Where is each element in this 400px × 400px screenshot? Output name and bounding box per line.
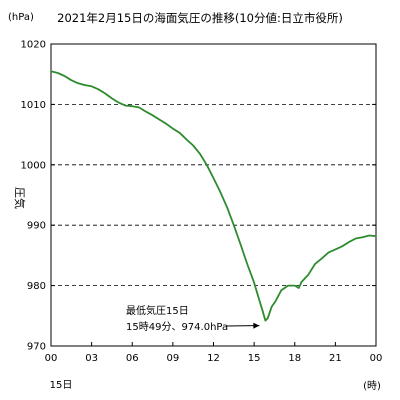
x-tick-label: 06 [126, 353, 139, 364]
x-tick-label: 21 [329, 353, 342, 364]
chart-title: 2021年2月15日の海面気圧の推移(10分値:日立市役所) [57, 11, 343, 25]
y-unit-label: (hPa) [8, 12, 34, 23]
x-tick-label: 18 [288, 353, 301, 364]
annotation-line-1: 最低気圧15日 [126, 304, 189, 317]
y-tick-label: 1020 [21, 40, 46, 51]
x-sub-label: 15日 [50, 380, 73, 391]
axis-ticks: 970 980 990 1000 1010 1020 00 03 06 09 12 15 18 21 00 [21, 40, 383, 365]
annotation: 最低気圧15日 15時49分、974.0hPa [126, 304, 260, 333]
x-tick-label: 09 [167, 353, 180, 364]
y-tick-label: 970 [27, 342, 46, 353]
annotation-line-2: 15時49分、974.0hPa [126, 321, 228, 333]
x-tick-label: 00 [370, 353, 383, 364]
x-tick-label: 15 [248, 353, 261, 364]
x-axis-unit-label: (時) [363, 380, 381, 392]
grid-lines [51, 104, 376, 287]
plot-frame [50, 43, 377, 347]
y-axis-label: 圧気 [13, 187, 27, 209]
y-tick-label: 980 [27, 281, 46, 292]
x-tick-label: 12 [207, 353, 220, 364]
x-tick-label: 00 [45, 353, 58, 364]
x-tick-label: 03 [85, 353, 98, 364]
annotation-arrowhead [253, 322, 260, 329]
series-line-0 [50, 70, 377, 322]
series-layer [50, 70, 377, 322]
y-tick-label: 1010 [21, 100, 46, 111]
y-tick-label: 990 [27, 221, 46, 232]
y-tick-label: 1000 [21, 160, 46, 171]
